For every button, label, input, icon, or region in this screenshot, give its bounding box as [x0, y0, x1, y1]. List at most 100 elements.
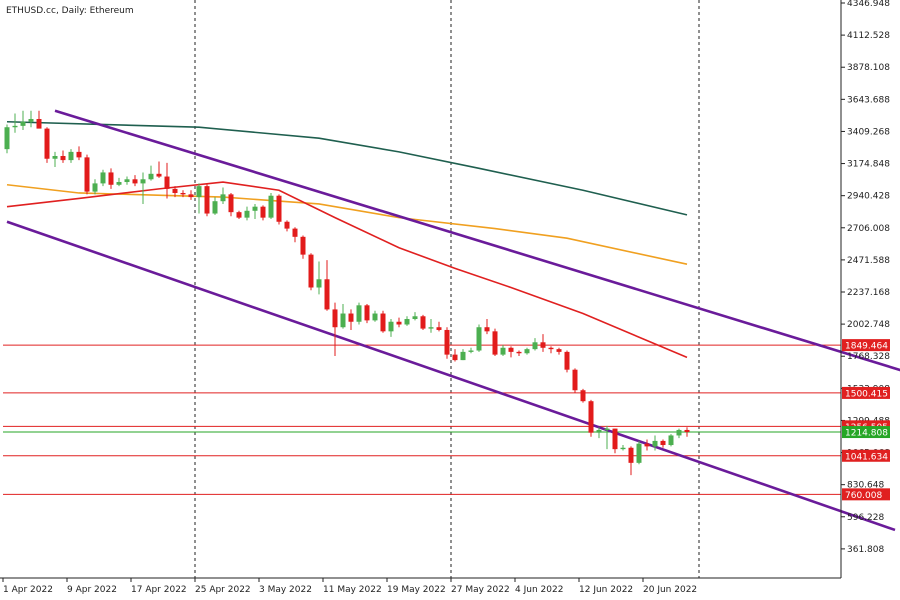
chart-title: ETHUSD.cc, Daily: Ethereum: [6, 6, 134, 16]
candle: [156, 161, 162, 178]
candle-body: [164, 176, 170, 189]
candle: [660, 439, 666, 448]
candle-body: [60, 156, 66, 161]
price-tag-label: 1849.464: [845, 342, 888, 352]
candle-body: [612, 428, 618, 450]
y-tick-label: 3643.688: [847, 95, 890, 105]
y-tick-label: 1768.328: [847, 352, 890, 362]
candle: [116, 177, 122, 187]
candle-body: [372, 313, 378, 321]
candle: [628, 446, 634, 476]
candle: [388, 319, 394, 337]
candle: [540, 334, 546, 352]
x-tick-label: 3 May 2022: [259, 585, 312, 595]
candle: [444, 327, 450, 359]
candle: [684, 427, 690, 437]
candle: [20, 110, 26, 130]
price-tag-box: [842, 449, 890, 462]
horizontal-levels: [3, 344, 841, 495]
candle: [492, 328, 498, 356]
candle: [12, 113, 18, 133]
candle: [76, 146, 82, 161]
candle-body: [516, 351, 522, 354]
candle-body: [84, 157, 90, 192]
price-tags: 1849.4641500.4151256.5051041.634760.0081…: [842, 339, 890, 501]
candle: [292, 227, 298, 243]
candle-body: [324, 279, 330, 310]
candle: [596, 427, 602, 439]
candle: [404, 316, 410, 326]
candle-body: [28, 119, 34, 122]
y-tick-label: 3878.108: [847, 63, 890, 73]
candle: [172, 186, 178, 198]
candle: [132, 175, 138, 187]
candle: [68, 149, 74, 163]
y-tick-label: 361.808: [847, 545, 884, 555]
candle-body: [484, 327, 490, 332]
price-tag-box: [842, 339, 890, 352]
candle: [372, 310, 378, 322]
candle-body: [188, 194, 194, 198]
x-tick-label: 25 Apr 2022: [195, 585, 251, 595]
candle-body: [156, 173, 162, 177]
candle: [420, 314, 426, 330]
candle: [228, 192, 234, 217]
x-tick-label: 1 Apr 2022: [3, 585, 53, 595]
price-tag: 1041.634: [842, 449, 890, 462]
price-tag-label: 1500.415: [845, 389, 888, 399]
candle-body: [244, 210, 250, 218]
channel-line: [54, 109, 900, 372]
candle: [324, 260, 330, 311]
candle-body: [604, 428, 610, 430]
candle: [412, 312, 418, 321]
candle-body: [556, 349, 562, 352]
candle-body: [468, 350, 474, 352]
candle-body: [220, 194, 226, 202]
candle-body: [92, 183, 98, 192]
price-tag-label: 1214.808: [845, 429, 888, 439]
candle-body: [180, 192, 186, 195]
candle-body: [588, 401, 594, 433]
candle: [340, 303, 346, 329]
candle: [36, 110, 42, 129]
candle-body: [628, 447, 634, 463]
y-tick-label: 830.648: [847, 481, 884, 491]
x-tick-label: 19 May 2022: [387, 585, 446, 595]
price-tag-label: 760.008: [845, 491, 882, 501]
candle: [636, 440, 642, 465]
candle: [196, 183, 202, 214]
y-tick-label: 2471.588: [847, 256, 890, 266]
candle-body: [124, 179, 130, 183]
candle-body: [572, 369, 578, 391]
candle-body: [668, 435, 674, 446]
candle: [348, 309, 354, 330]
candle-body: [116, 182, 122, 185]
candle-body: [476, 327, 482, 351]
candle: [644, 439, 650, 451]
candle-body: [676, 429, 682, 436]
candle: [364, 303, 370, 324]
candle: [220, 187, 226, 204]
y-tick-label: 596.228: [847, 513, 884, 523]
y-tick-label: 4112.528: [847, 31, 890, 41]
candle: [204, 183, 210, 217]
candle: [100, 169, 106, 187]
candle-body: [452, 354, 458, 361]
candle-body: [284, 221, 290, 229]
candle-body: [332, 309, 338, 328]
candle-body: [508, 347, 514, 352]
candle: [284, 220, 290, 232]
candle-body: [364, 305, 370, 321]
candle: [532, 338, 538, 351]
price-tag: 1214.808: [842, 426, 890, 439]
candle-body: [68, 151, 74, 161]
candle: [548, 346, 554, 354]
price-tag: 1500.415: [842, 386, 890, 399]
candle: [380, 310, 386, 333]
candle-body: [444, 329, 450, 355]
x-tick-label: 17 Apr 2022: [131, 585, 187, 595]
candle-body: [212, 201, 218, 214]
candle-body: [684, 429, 690, 433]
candle: [572, 368, 578, 393]
